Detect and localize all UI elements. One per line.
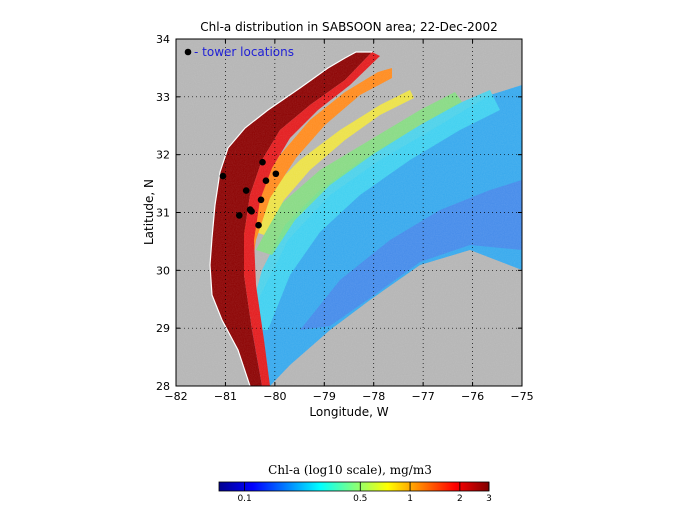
x-tick-label: −78 (362, 390, 385, 403)
x-tick-label: −80 (263, 390, 286, 403)
y-tick-label: 31 (156, 207, 170, 220)
tower-marker (272, 170, 280, 178)
colorbar-ticks: 0.1 0.5 1 2 3 (237, 482, 492, 504)
y-axis-label: Latitude, N (142, 179, 156, 245)
x-axis-label: Longitude, W (309, 405, 388, 419)
tower-marker (219, 172, 227, 180)
axis-ticks: −82 −81 −80 −79 −78 −77 −76 −75 28 29 30 31 32 33 34 (156, 33, 534, 403)
colorbar-tick-label: 3 (486, 494, 492, 504)
colorbar: Chl-a (log10 scale), mg/m3 0.1 0.5 1 2 3 (218, 463, 492, 504)
grid (176, 39, 522, 386)
colorbar-title: Chl-a (log10 scale), mg/m3 (268, 463, 432, 477)
tower-marker (257, 196, 265, 204)
colorbar-tick-label: 2 (457, 494, 463, 504)
x-tick-label: −76 (461, 390, 484, 403)
colorbar-tick-label: 1 (407, 494, 413, 504)
colorbar-tick-label: 0.1 (237, 494, 251, 504)
tower-marker (235, 212, 243, 219)
legend-label: - tower locations (194, 45, 294, 59)
tower-markers (219, 158, 280, 229)
y-tick-label: 28 (156, 380, 170, 393)
colorbar-gradient (218, 481, 490, 492)
y-tick-label: 33 (156, 91, 170, 104)
tower-marker (262, 177, 270, 184)
chart-title: Chl-a distribution in SABSOON area; 22-D… (200, 20, 497, 34)
legend: - tower locations (184, 45, 294, 59)
x-tick-label: −79 (313, 390, 336, 403)
y-tick-label: 29 (156, 322, 170, 335)
x-tick-label: −82 (164, 390, 187, 403)
tower-marker (255, 221, 262, 229)
tower-marker (248, 208, 255, 215)
x-tick-label: −75 (510, 390, 533, 403)
y-tick-label: 34 (156, 33, 170, 46)
plot-frame (175, 38, 523, 387)
y-tick-label: 30 (156, 264, 170, 277)
legend-marker (184, 48, 192, 56)
x-tick-label: −81 (214, 390, 237, 403)
y-tick-label: 32 (156, 149, 170, 162)
x-tick-label: −77 (412, 390, 435, 403)
tower-marker (242, 187, 250, 194)
tower-marker (259, 158, 266, 166)
colorbar-tick-label: 0.5 (353, 494, 367, 504)
coastline (209, 51, 372, 386)
